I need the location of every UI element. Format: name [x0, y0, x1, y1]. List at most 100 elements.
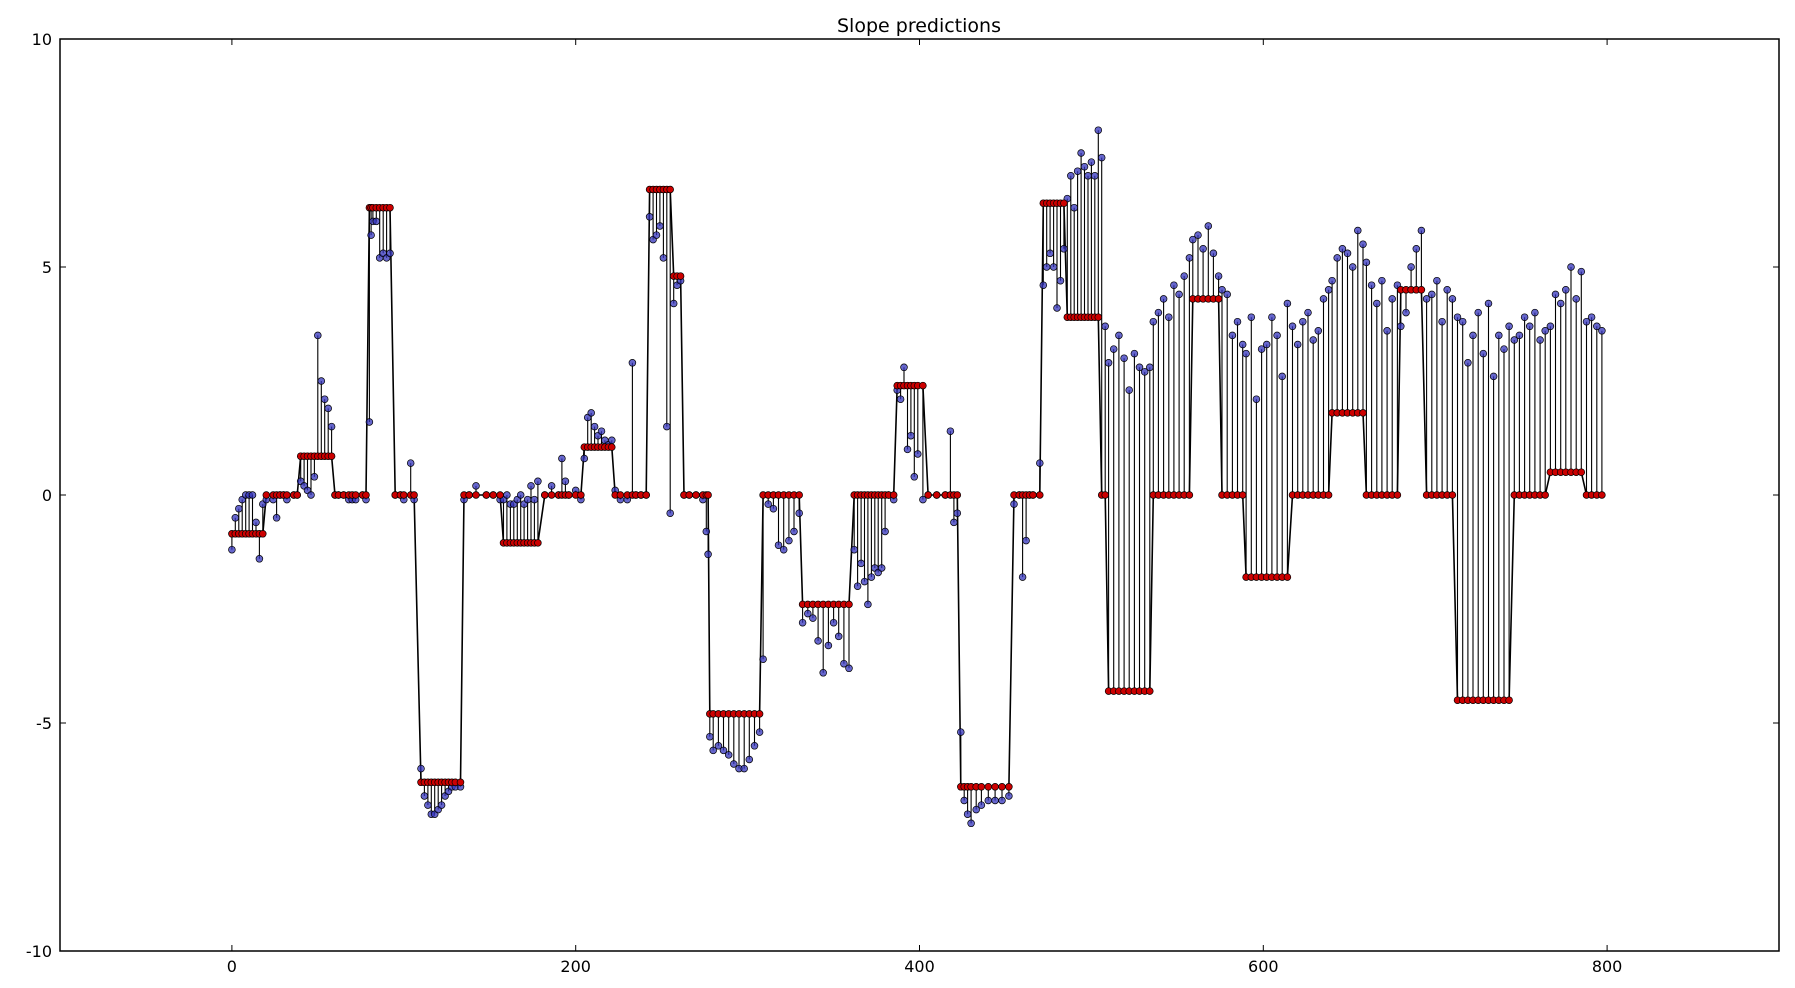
truth-point [1094, 313, 1103, 321]
prediction-point [1042, 263, 1051, 271]
prediction-point [527, 482, 535, 490]
prediction-point [824, 641, 833, 650]
prediction-point [1049, 263, 1058, 271]
prediction-point [327, 422, 336, 431]
truth-point [1417, 286, 1426, 294]
prediction-point [804, 609, 812, 618]
prediction-point [1453, 313, 1462, 321]
prediction-point [437, 801, 446, 809]
prediction-point [558, 454, 566, 463]
truth-point [1359, 409, 1367, 417]
prediction-point [1149, 317, 1158, 326]
prediction-point [530, 495, 539, 504]
prediction-point [1146, 363, 1154, 372]
prediction-point [1077, 149, 1085, 157]
truth-point [496, 491, 504, 499]
truth-point [1060, 199, 1068, 207]
prediction-point [1109, 345, 1118, 353]
truth-point [1214, 295, 1223, 303]
truth-point [1448, 491, 1457, 499]
truth-point [577, 491, 585, 499]
prediction-point [850, 545, 858, 554]
truth-point [541, 491, 549, 499]
truth-point [704, 491, 712, 499]
truth-point [1036, 491, 1044, 499]
prediction-point [365, 418, 374, 426]
x-tick-label: 800 [1592, 957, 1623, 976]
prediction-point [1130, 349, 1139, 358]
prediction-point [1209, 249, 1218, 258]
prediction-point [534, 477, 542, 486]
prediction-point [1080, 162, 1089, 171]
prediction-point [1073, 167, 1082, 175]
truth-point [327, 452, 336, 460]
prediction-point [1309, 336, 1317, 344]
prediction-point [1531, 308, 1539, 317]
truth-point [666, 185, 674, 194]
prediction-point [764, 500, 772, 508]
prediction-point [1412, 245, 1421, 253]
prediction-point [953, 509, 962, 517]
truth-point [616, 491, 625, 499]
prediction-point [709, 746, 717, 755]
prediction-point [307, 491, 315, 499]
truth-point [1185, 491, 1194, 499]
prediction-point [914, 450, 922, 458]
prediction-point [1060, 245, 1068, 253]
truth-point [889, 491, 898, 499]
prediction-point [1218, 286, 1226, 294]
prediction-point [1228, 331, 1237, 340]
prediction-point [1525, 322, 1534, 331]
prediction-point [1273, 331, 1281, 340]
prediction-point [877, 564, 886, 572]
prediction-point [1354, 226, 1362, 235]
prediction-point [597, 427, 606, 435]
prediction-point [1433, 276, 1441, 285]
prediction-point [1238, 340, 1247, 349]
prediction-point [1022, 536, 1030, 545]
prediction-point [1489, 372, 1498, 381]
prediction-point [1199, 245, 1207, 253]
prediction-point [972, 805, 980, 814]
prediction-point [1474, 308, 1482, 317]
truth-point [547, 491, 556, 499]
prediction-point [790, 527, 798, 536]
prediction-point [706, 732, 714, 741]
prediction-point [704, 550, 712, 559]
prediction-point [1094, 126, 1103, 134]
prediction-point [1541, 327, 1549, 335]
prediction-point [587, 409, 595, 417]
prediction-point [946, 427, 955, 435]
prediction-point [1328, 276, 1336, 285]
prediction-point [1180, 272, 1188, 280]
prediction-point [272, 514, 281, 522]
x-tick-label: 200 [560, 957, 591, 976]
prediction-point [963, 810, 972, 818]
prediction-point [255, 555, 264, 563]
prediction-point [310, 473, 319, 481]
prediction-point [1252, 395, 1261, 403]
prediction-point [853, 582, 862, 590]
prediction-point [714, 742, 723, 750]
prediction-point [424, 801, 432, 809]
truth-point [984, 783, 993, 791]
truth-point [1283, 573, 1292, 581]
prediction-point [774, 541, 783, 549]
prediction-point [1018, 573, 1027, 581]
prediction-point [367, 231, 375, 239]
prediction-point [1422, 295, 1431, 303]
prediction-point [1091, 172, 1099, 180]
prediction-point [1165, 313, 1173, 321]
prediction-point [1567, 263, 1575, 271]
truth-point [845, 600, 853, 609]
truth-point [534, 539, 542, 547]
prediction-point [1293, 340, 1302, 349]
prediction-point [1242, 349, 1250, 358]
prediction-point [1084, 172, 1092, 180]
prediction-point [1572, 295, 1580, 303]
prediction-point [1388, 295, 1396, 303]
prediction-point [1319, 295, 1328, 303]
truth-point [386, 203, 394, 212]
prediction-point [1562, 286, 1570, 294]
prediction-point [1185, 254, 1194, 262]
